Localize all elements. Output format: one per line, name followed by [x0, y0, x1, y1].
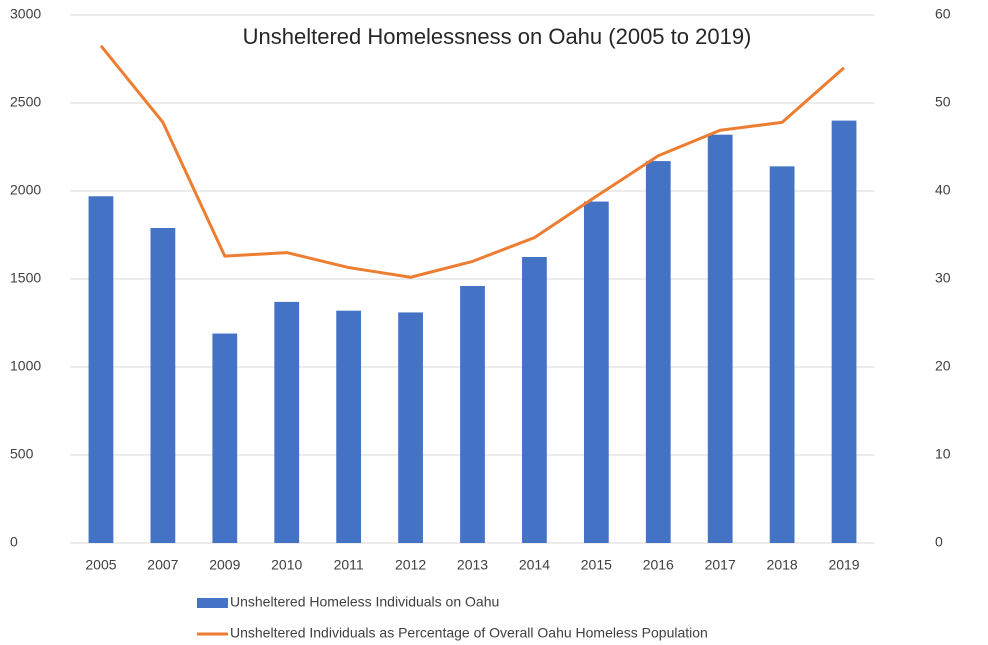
- bar: [645, 161, 671, 543]
- y-tick-label: 2000: [10, 182, 41, 198]
- bar: [522, 257, 547, 543]
- y-tick-label: 1000: [10, 358, 41, 374]
- x-tick-label: 2009: [209, 557, 240, 573]
- bar: [150, 227, 176, 543]
- x-tick-label: 2017: [705, 557, 736, 573]
- y-tick-label: 1500: [10, 270, 41, 286]
- y2-tick-label: 50: [935, 94, 951, 110]
- bar: [336, 310, 362, 543]
- y2-tick-label: 30: [935, 270, 951, 286]
- chart-title: Unsheltered Homelessness on Oahu (2005 t…: [243, 24, 752, 49]
- y2-tick-label: 40: [935, 182, 951, 198]
- bar: [274, 301, 300, 543]
- bar: [88, 196, 114, 543]
- legend-label: Unsheltered Individuals as Percentage of…: [230, 625, 708, 641]
- y-tick-label: 3000: [10, 6, 41, 22]
- y2-tick-label: 0: [935, 534, 943, 550]
- x-tick-label: 2013: [457, 557, 488, 573]
- bar: [831, 120, 857, 543]
- y-tick-label: 0: [10, 534, 18, 550]
- legend-swatch: [197, 598, 228, 608]
- y2-tick-label: 60: [935, 6, 951, 22]
- y-tick-label: 500: [10, 446, 34, 462]
- y2-tick-label: 20: [935, 358, 951, 374]
- x-tick-label: 2019: [828, 557, 859, 573]
- x-tick-label: 2011: [334, 557, 364, 573]
- legend-label: Unsheltered Homeless Individuals on Oahu: [230, 594, 499, 610]
- x-tick-label: 2018: [767, 557, 798, 573]
- x-tick-label: 2014: [519, 557, 550, 573]
- bar: [460, 286, 485, 543]
- x-tick-label: 2005: [85, 557, 116, 573]
- bar: [583, 201, 609, 543]
- y-tick-label: 2500: [10, 94, 41, 110]
- x-tick-label: 2007: [147, 557, 178, 573]
- x-tick-label: 2016: [643, 557, 674, 573]
- bar: [707, 134, 733, 543]
- bar: [212, 333, 238, 543]
- x-tick-label: 2010: [271, 557, 302, 573]
- y2-tick-label: 10: [935, 446, 951, 462]
- x-tick-label: 2012: [395, 557, 426, 573]
- x-tick-label: 2015: [581, 557, 612, 573]
- line: [99, 44, 846, 279]
- bar: [769, 166, 795, 544]
- bar: [398, 312, 423, 543]
